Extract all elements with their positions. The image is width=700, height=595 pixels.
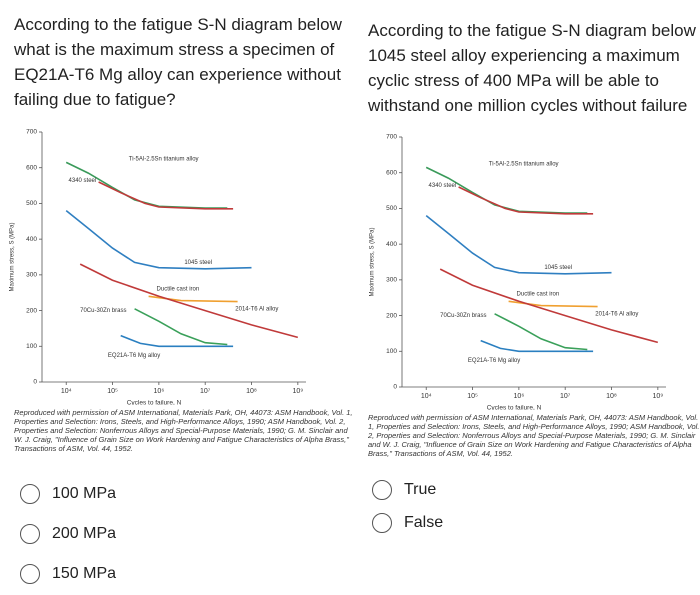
- x-tick-label: 10⁶: [514, 393, 525, 400]
- y-tick-label: 100: [386, 348, 397, 355]
- x-tick-label: 10⁵: [467, 393, 478, 400]
- y-tick-label: 700: [26, 129, 37, 136]
- y-tick-label: 600: [26, 164, 37, 171]
- option-label: 150 MPa: [52, 565, 117, 582]
- option[interactable]: 100 MPa: [20, 484, 116, 504]
- y-tick-label: 400: [386, 241, 397, 248]
- option-label: 100 MPa: [52, 485, 117, 502]
- series-line: [134, 308, 228, 346]
- series-line: [98, 181, 234, 210]
- option-label: False: [404, 514, 444, 531]
- x-tick-label: 10⁴: [61, 388, 72, 395]
- y-tick-label: 700: [386, 134, 397, 141]
- series-label: 1045 steel: [544, 265, 572, 271]
- y-axis-label: Maximum stress, S (MPa): [10, 222, 16, 291]
- caption: Reproduced with permission of ASM Intern…: [14, 408, 353, 453]
- question-text: According to the fatigue S-N diagram bel…: [368, 21, 700, 115]
- x-tick-label: 10⁸: [246, 388, 257, 395]
- series-line: [458, 186, 594, 215]
- question-1: According to the fatigue S-N diagram bel…: [0, 15, 360, 584]
- y-tick-label: 200: [26, 307, 37, 314]
- series-line: [508, 300, 598, 308]
- x-axis-label: Cycles to failure, N: [487, 405, 542, 410]
- y-tick-label: 300: [386, 277, 397, 284]
- chart: 0 100 200 300 400 500 600 700 10⁴ 10⁵ 10⁶ 10⁷ 10⁸ 10⁹…: [370, 134, 666, 412]
- x-tick-label: 10⁸: [606, 393, 617, 400]
- series-label: 4340 steel: [69, 178, 97, 184]
- question-2: According to the fatigue S-N diagram bel…: [360, 0, 700, 595]
- series-line: [65, 209, 252, 270]
- x-tick-label: 10⁹: [292, 388, 303, 395]
- series-label: 4340 steel: [429, 183, 457, 189]
- series-line: [65, 161, 228, 209]
- series-label: Ductile cast iron: [517, 292, 560, 298]
- chart: 0 100 200 300 400 500 600 700 10⁴ 10⁵ 10⁶ 10⁷ 10⁸ 10⁹…: [10, 129, 306, 407]
- series-label: 1045 steel: [184, 260, 212, 266]
- y-tick-label: 100: [26, 343, 37, 350]
- figure: 0 100 200 300 400 500 600 700 10⁴ 10⁵ 10⁶ 10⁷ 10⁸ 10⁹…: [0, 120, 360, 453]
- x-tick-label: 10⁹: [652, 393, 663, 400]
- x-tick-label: 10⁵: [107, 388, 118, 395]
- series-label: 70Cu-30Zn brass: [440, 313, 486, 319]
- y-tick-label: 0: [393, 384, 397, 391]
- series-label: Ti-5Al-2.5Sn titanium alloy: [489, 161, 559, 167]
- series-line: [425, 214, 612, 275]
- x-tick-label: 10⁷: [200, 388, 211, 395]
- y-tick-label: 0: [33, 379, 37, 386]
- y-tick-label: 400: [26, 236, 37, 243]
- series-line: [439, 268, 659, 344]
- series-label: Ductile cast iron: [157, 287, 200, 293]
- series-label: 2014-T6 Al alloy: [595, 311, 638, 317]
- x-axis-label: Cycles to failure, N: [127, 400, 182, 405]
- y-tick-label: 500: [386, 205, 397, 212]
- x-tick-label: 10⁶: [154, 388, 165, 395]
- y-axis-label: Maximum stress, S (MPa): [370, 227, 376, 296]
- series-label: EQ21A-T6 Mg alloy: [108, 353, 160, 359]
- series-label: EQ21A-T6 Mg alloy: [468, 358, 520, 364]
- y-tick-label: 200: [386, 312, 397, 319]
- x-tick-label: 10⁷: [560, 393, 571, 400]
- option[interactable]: 150 MPa: [20, 564, 116, 584]
- series-line: [425, 166, 588, 214]
- series-line: [148, 295, 238, 303]
- option[interactable]: 200 MPa: [20, 524, 116, 544]
- series-line: [79, 263, 299, 339]
- x-tick-label: 10⁴: [421, 393, 432, 400]
- y-tick-label: 600: [386, 169, 397, 176]
- series-label: Ti-5Al-2.5Sn titanium alloy: [129, 156, 199, 162]
- caption: Reproduced with permission of ASM Intern…: [368, 413, 700, 458]
- series-label: 70Cu-30Zn brass: [80, 308, 126, 314]
- option[interactable]: False: [372, 513, 443, 533]
- y-tick-label: 500: [26, 200, 37, 207]
- option-label: True: [404, 481, 437, 498]
- series-label: 2014-T6 Al alloy: [235, 306, 278, 312]
- series-line: [120, 334, 234, 348]
- question-text: According to the fatigue S-N diagram bel…: [14, 15, 342, 109]
- series-line: [480, 339, 594, 353]
- series-line: [494, 313, 588, 351]
- option-label: 200 MPa: [52, 525, 117, 542]
- y-tick-label: 300: [26, 272, 37, 279]
- figure: 0 100 200 300 400 500 600 700 10⁴ 10⁵ 10⁶ 10⁷ 10⁸ 10⁹…: [360, 125, 700, 458]
- option[interactable]: True: [372, 480, 436, 500]
